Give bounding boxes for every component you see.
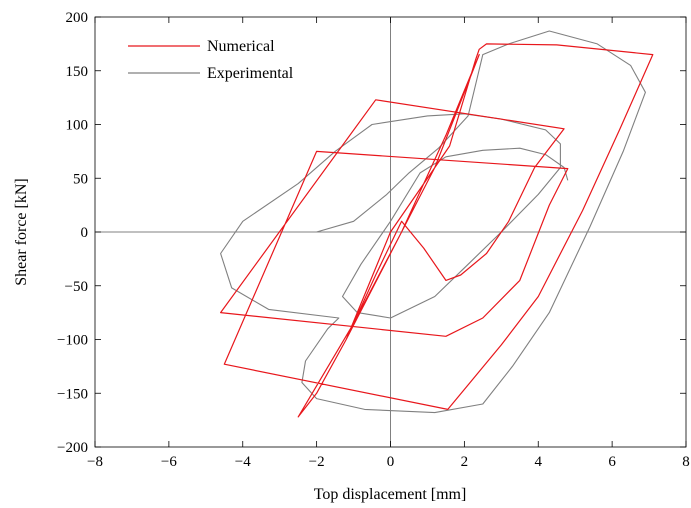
y-tick-label: −50: [65, 279, 88, 295]
y-tick-label: −100: [57, 333, 88, 349]
y-tick-label: −150: [57, 386, 88, 402]
legend-label-experimental: Experimental: [207, 65, 294, 82]
x-tick-label: 2: [461, 454, 469, 470]
x-tick-label: 8: [682, 454, 690, 470]
y-axis-label: Shear force [kN]: [13, 178, 30, 286]
tick-labels: −8 −6 −4 −2 0 2 4 6 8 −200 −150 −100 −50 0 50 100 150 200: [57, 10, 690, 470]
y-tick-label: 200: [66, 10, 89, 26]
x-tick-label: −8: [87, 454, 103, 470]
series-line-experimental: [220, 30, 646, 414]
x-tick-label: 0: [387, 454, 395, 470]
y-tick-label: 0: [81, 225, 89, 241]
x-tick-label: −4: [235, 454, 251, 470]
x-tick-label: −6: [161, 454, 177, 470]
y-tick-label: 150: [66, 64, 89, 80]
x-tick-label: 4: [535, 454, 543, 470]
y-tick-label: 100: [66, 118, 89, 134]
y-tick-label: −200: [57, 440, 88, 456]
legend-label-numerical: Numerical: [207, 38, 275, 55]
legend: Numerical Experimental: [128, 38, 294, 82]
series-layer: [220, 30, 654, 418]
series-line-numerical: [220, 43, 654, 418]
y-tick-label: 50: [73, 171, 88, 187]
x-tick-label: −2: [309, 454, 325, 470]
ticks: [94, 16, 687, 448]
x-axis-label: Top displacement [mm]: [314, 486, 467, 503]
x-tick-label: 6: [608, 454, 616, 470]
